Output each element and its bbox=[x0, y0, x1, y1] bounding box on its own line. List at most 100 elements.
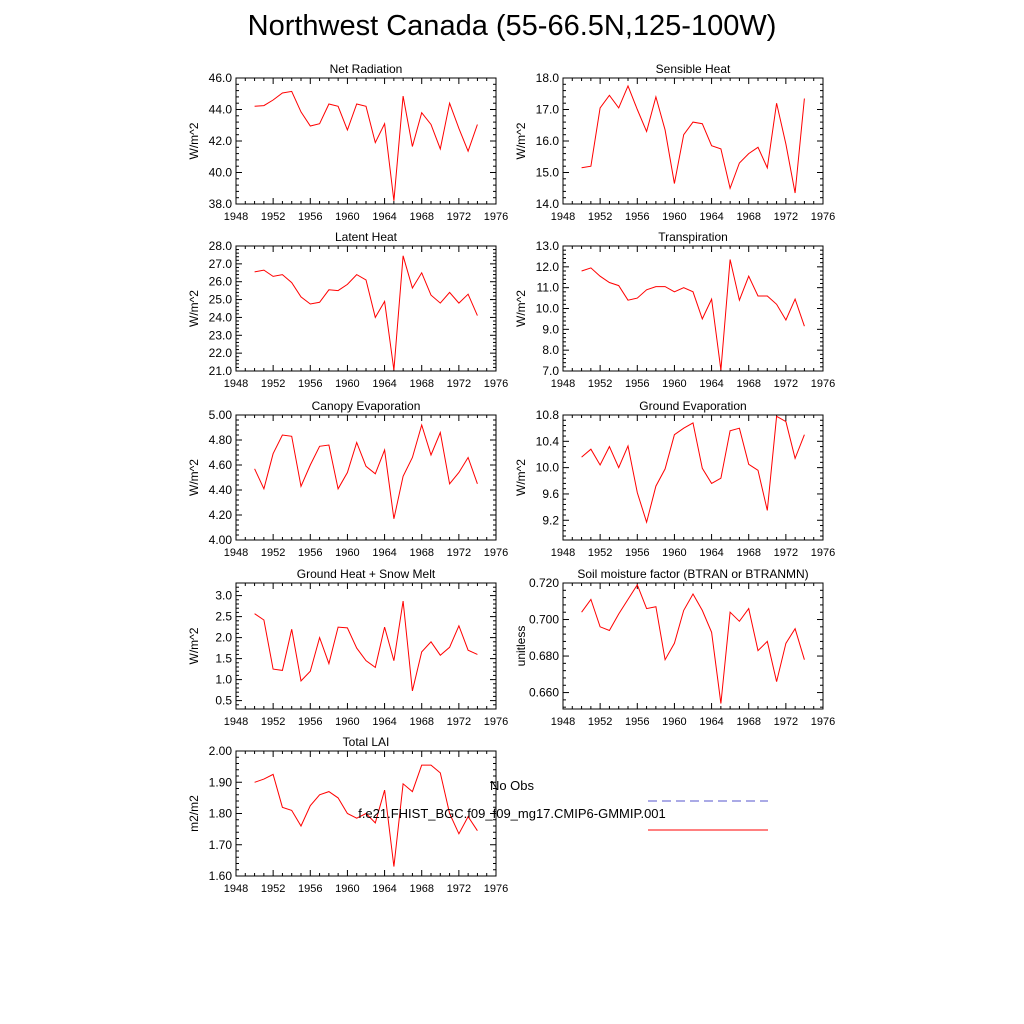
x-tick-label: 1976 bbox=[811, 716, 835, 728]
x-tick-label: 1960 bbox=[335, 883, 359, 895]
x-tick-label: 1964 bbox=[699, 547, 723, 559]
x-tick-label: 1976 bbox=[484, 211, 508, 223]
x-tick-label: 1964 bbox=[372, 883, 396, 895]
x-tick-label: 1960 bbox=[335, 547, 359, 559]
x-tick-label: 1948 bbox=[224, 211, 248, 223]
x-tick-label: 1956 bbox=[298, 883, 322, 895]
x-tick-label: 1960 bbox=[662, 547, 686, 559]
y-tick-label: 11.0 bbox=[537, 281, 560, 295]
y-tick-label: 27.0 bbox=[209, 257, 233, 271]
x-tick-label: 1976 bbox=[484, 378, 508, 390]
x-tick-label: 1952 bbox=[261, 211, 285, 223]
y-tick-label: 5.00 bbox=[209, 408, 233, 422]
y-tick-label: 8.0 bbox=[542, 343, 559, 357]
y-tick-label: 12.0 bbox=[536, 260, 560, 274]
chart-title: Total LAI bbox=[343, 735, 390, 749]
legend-obs-dash bbox=[648, 800, 768, 802]
chart-panel: Sensible Heat W/m^2 1948 1952 1956 1960 1964 19… bbox=[514, 62, 835, 223]
y-tick-label: 14.0 bbox=[536, 197, 560, 211]
plot-frame bbox=[562, 245, 824, 372]
y-tick-label: 3.0 bbox=[215, 589, 232, 603]
y-tick-label: 10.8 bbox=[536, 408, 560, 422]
y-axis-label: unitless bbox=[514, 626, 528, 667]
y-tick-label: 9.6 bbox=[542, 487, 559, 501]
legend-obs-label: No Obs bbox=[489, 778, 535, 793]
chart-title: Ground Heat + Snow Melt bbox=[297, 567, 436, 581]
y-tick-label: 9.0 bbox=[542, 322, 559, 336]
y-axis-label: W/m^2 bbox=[187, 290, 201, 327]
y-tick-label: 0.680 bbox=[529, 649, 559, 663]
series-line bbox=[254, 601, 478, 692]
y-tick-label: 2.5 bbox=[215, 610, 232, 624]
x-tick-label: 1948 bbox=[224, 883, 248, 895]
legend-obs: No Obs bbox=[0, 778, 1024, 793]
y-tick-label: 16.0 bbox=[536, 134, 560, 148]
x-tick-label: 1952 bbox=[261, 378, 285, 390]
series-line bbox=[581, 415, 805, 525]
x-tick-label: 1952 bbox=[588, 378, 612, 390]
x-tick-label: 1972 bbox=[447, 883, 471, 895]
x-tick-label: 1968 bbox=[409, 378, 433, 390]
y-tick-label: 4.60 bbox=[209, 458, 233, 472]
x-tick-label: 1964 bbox=[372, 211, 396, 223]
y-tick-label: 1.60 bbox=[209, 869, 233, 883]
y-tick-label: 24.0 bbox=[209, 310, 233, 324]
legend-model-label: f.e21.FHIST_BGC.f09_f09_mg17.CMIP6-GMMIP… bbox=[358, 806, 666, 821]
x-tick-label: 1948 bbox=[551, 211, 575, 223]
y-tick-label: 25.0 bbox=[209, 293, 233, 307]
y-tick-label: 1.0 bbox=[215, 673, 232, 687]
y-tick-label: 4.40 bbox=[209, 483, 233, 497]
plot-frame bbox=[562, 77, 824, 205]
x-tick-label: 1948 bbox=[224, 716, 248, 728]
x-tick-label: 1956 bbox=[625, 211, 649, 223]
x-tick-label: 1952 bbox=[588, 211, 612, 223]
x-tick-label: 1960 bbox=[662, 716, 686, 728]
x-tick-label: 1972 bbox=[774, 547, 798, 559]
chart-panel: Transpiration W/m^2 1948 1952 1956 1960 1964 19… bbox=[514, 230, 835, 390]
x-tick-label: 1972 bbox=[447, 211, 471, 223]
x-tick-label: 1964 bbox=[372, 716, 396, 728]
chart-title: Net Radiation bbox=[330, 62, 403, 76]
y-axis-label: W/m^2 bbox=[187, 627, 201, 664]
y-tick-label: 17.0 bbox=[536, 103, 560, 117]
x-tick-label: 1964 bbox=[372, 378, 396, 390]
series-line bbox=[254, 255, 478, 371]
y-tick-label: 10.0 bbox=[536, 461, 560, 475]
x-tick-label: 1956 bbox=[625, 547, 649, 559]
x-tick-label: 1976 bbox=[484, 883, 508, 895]
y-axis-label: W/m^2 bbox=[514, 459, 528, 496]
x-tick-label: 1972 bbox=[774, 716, 798, 728]
chart-title: Transpiration bbox=[658, 230, 728, 244]
y-tick-label: 4.20 bbox=[209, 508, 233, 522]
chart-panel: Net Radiation W/m^2 1948 1952 1956 1960 1964 19… bbox=[187, 62, 508, 223]
x-tick-label: 1948 bbox=[224, 378, 248, 390]
x-tick-label: 1948 bbox=[551, 716, 575, 728]
x-tick-label: 1964 bbox=[699, 716, 723, 728]
x-tick-label: 1968 bbox=[409, 547, 433, 559]
x-tick-label: 1948 bbox=[551, 378, 575, 390]
plot-frame bbox=[235, 582, 497, 710]
plot-frame bbox=[235, 414, 497, 541]
series-line bbox=[581, 259, 805, 371]
x-tick-label: 1956 bbox=[625, 378, 649, 390]
y-tick-label: 21.0 bbox=[209, 364, 233, 378]
x-tick-label: 1976 bbox=[811, 547, 835, 559]
chart-panel: Total LAI m2/m2 1948 1952 1956 1960 1964 1968 19… bbox=[187, 735, 508, 895]
y-tick-label: 42.0 bbox=[209, 134, 233, 148]
y-tick-label: 7.0 bbox=[542, 364, 559, 378]
y-axis-label: m2/m2 bbox=[187, 795, 201, 832]
y-axis-label: W/m^2 bbox=[514, 290, 528, 327]
x-tick-label: 1976 bbox=[811, 378, 835, 390]
x-tick-label: 1968 bbox=[736, 716, 760, 728]
y-tick-label: 0.700 bbox=[529, 613, 559, 627]
plot-frame bbox=[235, 245, 497, 372]
x-tick-label: 1960 bbox=[335, 211, 359, 223]
chart-panel: Latent Heat W/m^2 1948 1952 1956 1960 1964 1968… bbox=[187, 230, 508, 390]
y-tick-label: 13.0 bbox=[536, 239, 560, 253]
x-tick-label: 1952 bbox=[261, 883, 285, 895]
x-tick-label: 1968 bbox=[736, 547, 760, 559]
y-tick-label: 10.0 bbox=[536, 302, 560, 316]
x-tick-label: 1960 bbox=[662, 378, 686, 390]
x-tick-label: 1956 bbox=[298, 547, 322, 559]
